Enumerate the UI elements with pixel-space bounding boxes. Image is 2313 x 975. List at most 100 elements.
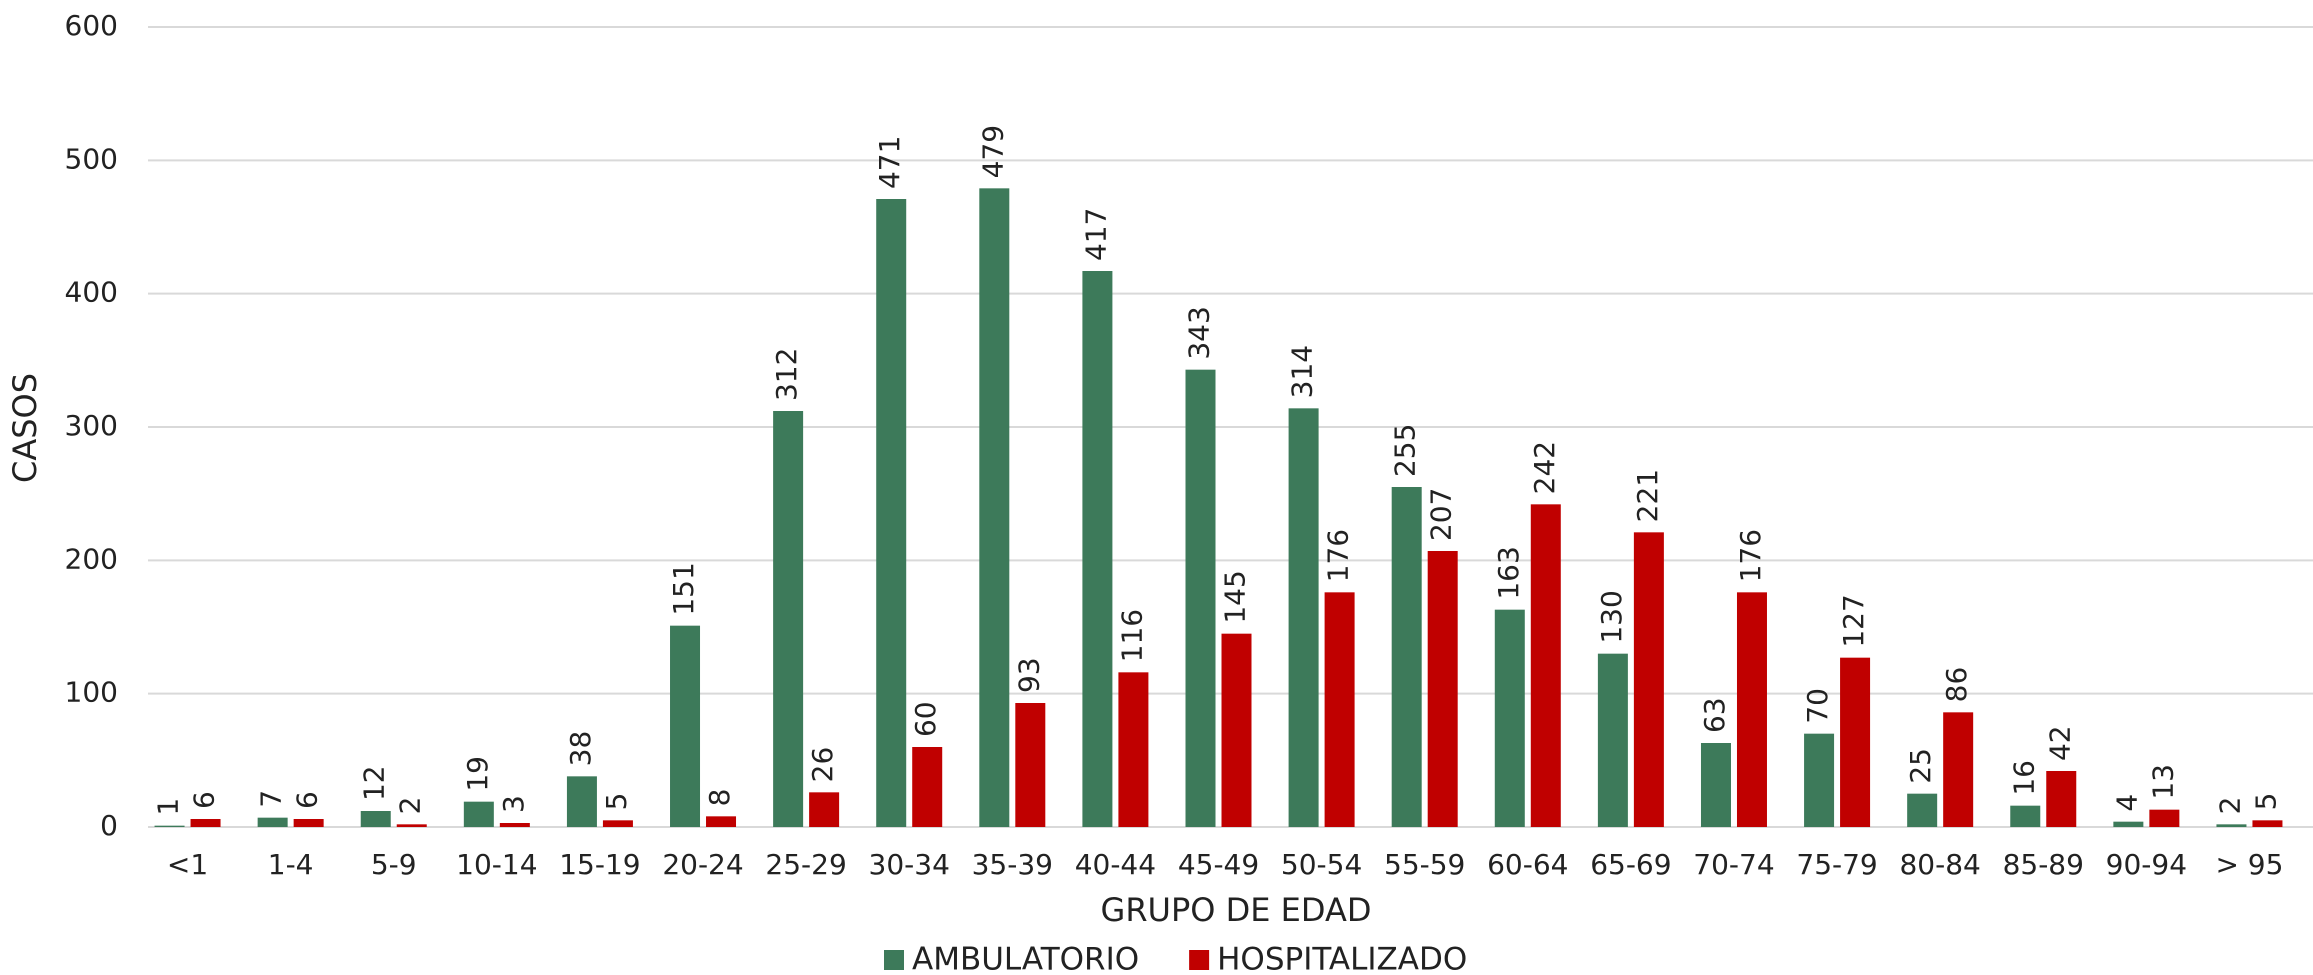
bar xyxy=(979,188,1010,828)
data-label: 7 xyxy=(255,790,288,808)
data-label: 127 xyxy=(1837,594,1870,647)
bar xyxy=(2010,805,2041,827)
data-label: 207 xyxy=(1425,488,1458,541)
x-tick-label: 55-59 xyxy=(1384,848,1465,881)
data-label: 2 xyxy=(2213,797,2246,815)
x-tick-label: 30-34 xyxy=(869,848,950,881)
y-tick-label: 200 xyxy=(65,542,118,575)
x-tick-label: 60-64 xyxy=(1487,848,1568,881)
data-label: 145 xyxy=(1219,570,1252,623)
data-label: 1 xyxy=(152,798,185,816)
x-tick-label: 20-24 xyxy=(662,848,743,881)
bar xyxy=(566,776,597,827)
bar xyxy=(190,819,221,827)
bar xyxy=(1907,793,1938,827)
data-label: 13 xyxy=(2146,764,2179,800)
x-tick-label: 15-19 xyxy=(559,848,640,881)
data-label: 312 xyxy=(770,348,803,401)
x-tick-label: 85-89 xyxy=(2003,848,2084,881)
bar xyxy=(1804,733,1835,827)
bar xyxy=(1943,712,1974,827)
legend-label: HOSPITALIZADO xyxy=(1217,942,1467,975)
data-label: 70 xyxy=(1801,688,1834,724)
y-tick-label: 0 xyxy=(100,809,118,842)
y-tick-label: 500 xyxy=(65,142,118,175)
data-label: 2 xyxy=(394,797,427,815)
data-label: 93 xyxy=(1012,657,1045,693)
data-label: 417 xyxy=(1079,208,1112,261)
data-label: 242 xyxy=(1528,441,1561,494)
x-tick-label: 45-49 xyxy=(1178,848,1259,881)
x-tick-label: 50-54 xyxy=(1281,848,1362,881)
x-tick-label: > 95 xyxy=(2215,848,2283,881)
x-tick-label: 90-94 xyxy=(2106,848,2187,881)
bar xyxy=(912,747,943,827)
bar xyxy=(2252,820,2283,827)
data-label: 130 xyxy=(1595,590,1628,643)
data-label: 63 xyxy=(1698,697,1731,733)
bar xyxy=(809,792,840,827)
bar xyxy=(1082,271,1113,827)
bar xyxy=(1736,592,1767,827)
legend-swatch xyxy=(884,950,904,970)
bar xyxy=(396,824,427,827)
data-label: 6 xyxy=(291,791,324,809)
bar xyxy=(1633,532,1664,827)
x-tick-label: 80-84 xyxy=(1899,848,1980,881)
x-axis-title: GRUPO DE EDAD xyxy=(1101,891,1372,929)
bar xyxy=(1700,743,1731,827)
bar xyxy=(2149,809,2180,827)
data-label: 38 xyxy=(564,731,597,767)
bar xyxy=(1840,657,1871,827)
bar xyxy=(1221,633,1252,827)
y-axis-title: CASOS xyxy=(6,373,44,483)
x-tick-label: 40-44 xyxy=(1075,848,1156,881)
x-tick-label: 5-9 xyxy=(371,848,417,881)
bar xyxy=(360,811,391,827)
data-label: 163 xyxy=(1492,546,1525,599)
data-label: 19 xyxy=(461,756,494,792)
data-label: 343 xyxy=(1183,306,1216,359)
x-tick-label: 25-29 xyxy=(765,848,846,881)
data-label: 8 xyxy=(703,789,736,807)
bar xyxy=(1391,487,1422,827)
bar xyxy=(1185,369,1216,827)
data-label: 255 xyxy=(1389,424,1422,477)
data-label: 151 xyxy=(667,562,700,615)
legend-label: AMBULATORIO xyxy=(912,942,1139,975)
data-label: 176 xyxy=(1322,529,1355,582)
data-label: 116 xyxy=(1115,609,1148,662)
bar xyxy=(154,825,185,827)
data-label: 221 xyxy=(1631,469,1664,522)
data-label: 12 xyxy=(358,765,391,801)
bar xyxy=(773,411,804,827)
bar xyxy=(602,820,633,827)
x-tick-label: 75-79 xyxy=(1796,848,1877,881)
bar xyxy=(293,819,324,827)
data-label: 42 xyxy=(2043,725,2076,761)
bar xyxy=(1118,672,1149,827)
x-tick-label: 65-69 xyxy=(1590,848,1671,881)
data-label: 314 xyxy=(1286,345,1319,398)
data-label: 3 xyxy=(497,795,530,813)
bar xyxy=(1494,609,1525,827)
bar xyxy=(1015,703,1046,827)
x-tick-label: 1-4 xyxy=(268,848,314,881)
bar xyxy=(670,625,701,827)
y-tick-label: 300 xyxy=(65,409,118,442)
bar xyxy=(257,817,288,827)
bar xyxy=(1324,592,1355,827)
bar xyxy=(1288,408,1319,827)
bar xyxy=(2113,821,2144,827)
data-label: 5 xyxy=(2249,793,2282,811)
data-label: 26 xyxy=(806,747,839,783)
x-tick-label: 10-14 xyxy=(456,848,537,881)
data-label: 16 xyxy=(2007,760,2040,796)
bar xyxy=(1530,504,1561,827)
data-label: 5 xyxy=(600,793,633,811)
bar xyxy=(876,199,907,827)
data-label: 25 xyxy=(1904,748,1937,784)
x-tick-label: 35-39 xyxy=(972,848,1053,881)
x-tick-label: <1 xyxy=(167,848,208,881)
bar xyxy=(2046,771,2077,827)
